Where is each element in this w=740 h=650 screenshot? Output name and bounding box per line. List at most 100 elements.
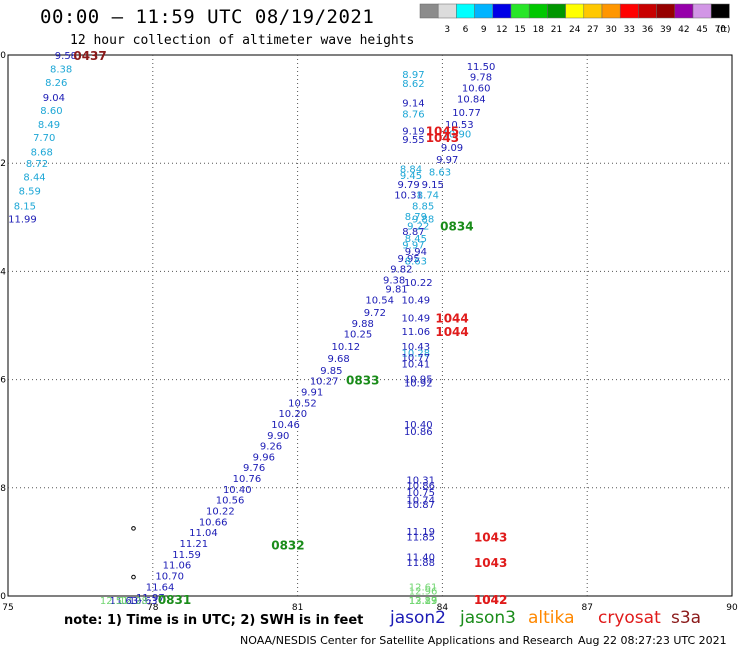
wave-height-label: 9.96 <box>253 452 275 463</box>
color-swatch <box>437 3 457 19</box>
x-tick-label: 75 <box>2 603 13 613</box>
pass-time-label: 0832 <box>271 539 304 553</box>
wave-height-label: 10.90 <box>443 129 472 140</box>
wave-height-label: 10.86 <box>404 427 433 438</box>
legend-jason2: jason2 <box>390 608 446 628</box>
wave-height-label: 9.55 <box>402 135 424 146</box>
color-scale-tick: 39 <box>660 25 672 35</box>
wave-height-label: 10.77 <box>452 108 481 119</box>
color-swatch <box>510 3 530 19</box>
wave-height-label: 11.63 <box>110 596 139 607</box>
wave-height-label: 9.91 <box>301 388 323 399</box>
wave-height-label: 10.52 <box>288 398 317 409</box>
color-swatch <box>492 3 512 19</box>
x-tick-label: 78 <box>147 603 159 613</box>
pass-time-label: 1043 <box>474 530 507 544</box>
pass-time-label: 0437 <box>73 49 106 63</box>
wave-height-label: 8.45 <box>405 234 427 245</box>
y-tick-label: -34 <box>0 267 6 277</box>
generated-timestamp: Aug 22 08:27:23 UTC 2021 <box>578 634 727 647</box>
wave-height-label: 10.86 <box>406 481 435 492</box>
wave-height-label: 9.72 <box>364 308 386 319</box>
wave-height-label: 10.75 <box>406 488 435 499</box>
wave-height-label: 7.70 <box>33 133 55 144</box>
wave-height-label: 11.19 <box>406 527 435 538</box>
color-scale-legend: 3 6 9 12 15 18 21 24 27 30 33 36 39 42 45 70(ft) <box>419 3 730 35</box>
color-swatch <box>419 3 439 19</box>
wave-height-label: 9.97 <box>436 155 458 166</box>
wave-height-label: 10.22 <box>404 278 433 289</box>
wave-height-label: 10.27 <box>310 377 339 388</box>
wave-height-label: 11.50 <box>467 62 496 73</box>
color-scale-tick: 45 <box>696 25 707 35</box>
color-scale-tick: 30 <box>605 25 617 35</box>
legend-jason3: jason3 <box>460 608 516 628</box>
wave-height-label: 9.82 <box>390 265 412 276</box>
wave-height-label: 8.68 <box>31 147 53 158</box>
y-tick-label: -36 <box>0 376 6 386</box>
pass-time-label: 1045 <box>426 125 459 139</box>
wave-height-label: 10.20 <box>278 409 307 420</box>
wave-height-label: 10.53 <box>445 120 474 131</box>
wave-height-label: 10.46 <box>271 420 300 431</box>
color-swatch <box>619 3 639 19</box>
wave-height-label: 8.63 <box>405 257 427 268</box>
wave-height-label: 9.88 <box>352 319 374 330</box>
wave-height-label: 9.38 <box>383 276 405 287</box>
wave-height-label: 9.81 <box>385 285 407 296</box>
wave-height-label: 8.74 <box>417 191 439 202</box>
pass-time-label: 1043 <box>426 131 459 145</box>
wave-height-label: 8.76 <box>402 109 424 120</box>
plot-frame <box>7 54 733 597</box>
wave-height-label: 10.74 <box>406 496 435 507</box>
wave-height-label: 12.29 <box>409 596 438 607</box>
wave-height-label: 12.61 <box>409 582 438 593</box>
wave-height-label: 11.97 <box>136 593 165 604</box>
legend-cryosat: cryosat <box>598 608 661 628</box>
pass-time-label: 1044 <box>435 311 468 325</box>
wave-height-label: 9.88 <box>412 214 434 225</box>
wave-height-label: 12.89 <box>409 596 438 607</box>
color-swatch <box>456 3 475 19</box>
wave-height-label: 11.64 <box>146 582 175 593</box>
color-swatch <box>710 3 730 19</box>
wave-height-label: 8.60 <box>40 106 62 117</box>
wave-height-label: 13.17 <box>409 596 438 607</box>
wave-height-label: 9.26 <box>260 442 282 453</box>
wave-height-label: 8.62 <box>402 79 424 90</box>
wave-height-label: 9.04 <box>43 93 65 104</box>
wave-height-label: 9.68 <box>327 354 349 365</box>
wave-height-label: 9.95 <box>397 254 419 265</box>
chart-title: 00:00 – 11:59 UTC 08/19/2021 <box>40 6 375 28</box>
wave-height-label: 10.87 <box>406 500 435 511</box>
wave-height-label: 9.94 <box>405 247 427 258</box>
wave-height-label: 11.85 <box>406 532 435 543</box>
wave-height-label: 8.59 <box>19 186 41 197</box>
wave-height-label: 10.43 <box>402 342 431 353</box>
color-scale-tick: 33 <box>624 25 635 35</box>
y-tick-label: -32 <box>0 159 6 169</box>
wave-height-label: 10.12 <box>332 342 361 353</box>
chart-subtitle: 12 hour collection of altimeter wave hei… <box>70 33 415 48</box>
color-scale-tick: 18 <box>533 25 545 35</box>
wave-height-label: 10.31 <box>406 476 435 487</box>
legend-s3a: s3a <box>671 608 702 628</box>
wave-height-label: 8.38 <box>50 65 72 76</box>
wave-height-label: 8.44 <box>23 173 45 184</box>
wave-height-label: 10.60 <box>462 83 491 94</box>
wave-height-label: 10.49 <box>402 313 431 324</box>
wave-height-label: 9.14 <box>402 99 424 110</box>
wave-height-label: 8.72 <box>26 159 48 170</box>
wave-height-label: 10.92 <box>404 378 433 389</box>
wave-height-label: 11.06 <box>163 561 192 572</box>
wave-height-label: 8.97 <box>402 70 424 81</box>
island-marker <box>131 526 136 531</box>
color-swatch <box>638 3 657 19</box>
wave-height-label: 12.96 <box>409 587 438 598</box>
wave-height-label: 11.88 <box>406 558 435 569</box>
wave-height-label: 11.99 <box>8 214 37 225</box>
color-scale-tick: 36 <box>642 25 654 35</box>
wave-height-label: 9.58 <box>55 51 77 62</box>
color-scale-tick: 27 <box>587 25 598 35</box>
wave-height-label: 11.40 <box>406 553 435 564</box>
